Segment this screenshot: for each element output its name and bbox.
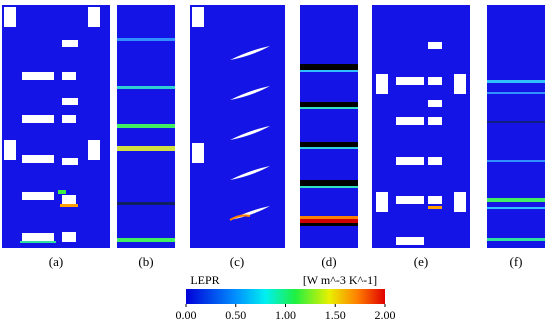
panel-label: (d) [321, 254, 336, 269]
panel-label: (f) [510, 254, 523, 269]
colorbar-title: LEPR [190, 273, 219, 287]
colorbar [186, 289, 385, 304]
panel-e [372, 5, 470, 248]
colorbar-tick-label: 0.00 [176, 308, 197, 322]
panel-b [117, 5, 175, 248]
panel-c [190, 5, 285, 248]
panel-label: (e) [414, 254, 428, 269]
colorbar-tick-label: 0.50 [225, 308, 246, 322]
panel-label: (c) [230, 254, 244, 269]
colorbar-tick-label: 1.00 [275, 308, 296, 322]
panel-label: (b) [138, 254, 153, 269]
colorbar-tick-label: 2.00 [375, 308, 396, 322]
panel-d [300, 5, 358, 248]
colorbar-tick-label: 1.50 [325, 308, 346, 322]
panel-f [487, 5, 545, 248]
colorbar-unit: [W m^-3 K^-1] [303, 273, 377, 287]
panel-label: (a) [49, 254, 63, 269]
panel-a [2, 5, 110, 248]
